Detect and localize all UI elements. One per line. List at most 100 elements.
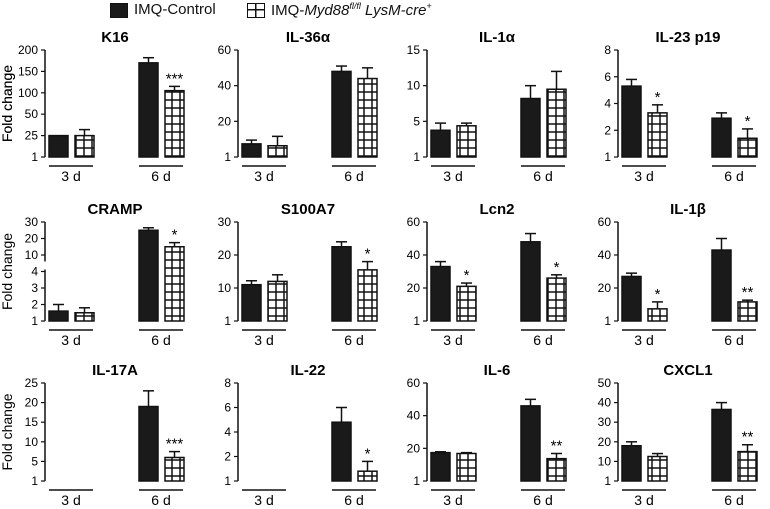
panel-title: IL-1α [479, 29, 516, 46]
y-tick-label: 1 [224, 314, 231, 328]
panel-title: IL-1β [670, 201, 706, 218]
y-axis-label: Fold change [0, 233, 15, 310]
legend-label-knockout: IMQ-Myd88fl/fl LysM-cre+ [271, 1, 432, 19]
significance-mark: * [172, 227, 178, 244]
y-tick-label: 30 [25, 215, 39, 229]
y-tick-label: 5 [31, 454, 38, 468]
y-tick-label: 25 [25, 129, 39, 143]
bar-control [138, 405, 159, 482]
bar-knockout [647, 308, 668, 322]
panel-cxcl1: CXCL1 1 10 20 30 40 50 3 d ** 6 d [598, 362, 758, 508]
bar-knockout [546, 277, 567, 322]
significance-mark: ** [742, 429, 754, 446]
bar-control [331, 246, 352, 322]
bar-control [430, 265, 451, 322]
y-tick-label: 10 [25, 435, 39, 449]
panel-s100a7: S100A7 1 10 20 30 3 d * 6 d [218, 201, 378, 348]
bar-knockout [164, 246, 185, 322]
y-tick-label: 2 [31, 298, 38, 312]
legend-swatch-knockout [247, 3, 265, 18]
bar-knockout [164, 89, 185, 158]
bar-knockout [456, 125, 477, 158]
bar-knockout [164, 456, 185, 482]
panel-title: CRAMP [88, 201, 143, 218]
bar-control [621, 85, 642, 158]
y-tick-label: 20 [598, 435, 612, 449]
bar-control [241, 283, 262, 322]
x-tick-label: 3 d [254, 332, 273, 348]
y-tick-label: 2 [604, 123, 611, 137]
y-tick-label: 50 [598, 376, 612, 390]
y-tick-label: 1 [413, 150, 420, 164]
y-tick-label: 6 [604, 70, 611, 84]
y-tick-label: 1 [604, 150, 611, 164]
panel-title: IL-17A [92, 362, 138, 379]
y-tick-label: 40 [598, 396, 612, 410]
panel-il-6: IL-6 1 20 40 60 3 d ** 6 d [407, 362, 567, 508]
y-axis-label: Fold change [0, 65, 15, 142]
bar-knockout [647, 112, 668, 158]
significance-mark: *** [166, 70, 184, 87]
x-tick-label: 6 d [533, 332, 552, 348]
bar-knockout [647, 455, 668, 482]
x-tick-label: 6 d [724, 332, 743, 348]
significance-mark: * [365, 445, 371, 462]
y-tick-label: 1 [604, 314, 611, 328]
bar-knockout [74, 134, 95, 158]
significance-mark: * [655, 89, 661, 106]
panel-title: K16 [101, 29, 129, 46]
y-tick-label: 30 [598, 415, 612, 429]
y-tick-label: 40 [598, 248, 612, 262]
panel-il-36-: IL-36α 1 20 40 60 3 d 6 d [218, 29, 378, 184]
panel-cramp: CRAMP Fold change 1 2 3 4 10 20 30 3 d * 6 d [0, 201, 185, 348]
y-tick-label: 8 [604, 43, 611, 57]
panel-il-22: IL-22 1 2 4 6 8 3 d * 6 d [224, 362, 378, 508]
y-tick-label: 1 [604, 474, 611, 488]
panel-title: IL-22 [290, 362, 325, 379]
legend-swatch-control [110, 3, 128, 18]
bar-knockout [74, 312, 95, 322]
bar-control [331, 421, 352, 482]
bar-knockout [357, 77, 378, 158]
y-tick-label: 15 [407, 43, 421, 57]
y-tick-label: 30 [218, 215, 232, 229]
x-tick-label: 6 d [344, 168, 363, 184]
y-tick-label: 10 [598, 454, 612, 468]
panel-il-1-: IL-1β 1 20 40 60 * 3 d ** 6 d [598, 201, 758, 348]
bar-control [138, 62, 159, 158]
y-tick-label: 1 [413, 314, 420, 328]
significance-mark: * [655, 286, 661, 303]
y-tick-label: 4 [604, 97, 611, 111]
x-tick-label: 6 d [533, 492, 552, 508]
x-tick-label: 6 d [533, 168, 552, 184]
y-tick-label: 10 [218, 281, 232, 295]
y-tick-label: 1 [224, 474, 231, 488]
bar-knockout [546, 457, 567, 482]
x-tick-label: 3 d [634, 332, 653, 348]
bar-control [430, 451, 451, 482]
y-tick-label: 1 [31, 474, 38, 488]
bar-knockout [737, 137, 758, 158]
bar-knockout [357, 470, 378, 482]
x-tick-label: 3 d [61, 332, 80, 348]
y-tick-label: 1 [224, 150, 231, 164]
x-tick-label: 3 d [61, 492, 80, 508]
x-tick-label: 6 d [151, 492, 170, 508]
y-tick-label: 4 [224, 425, 231, 439]
bar-knockout [456, 285, 477, 322]
bar-control [520, 405, 541, 482]
bar-knockout [546, 88, 567, 158]
y-tick-label: 60 [218, 43, 232, 57]
bar-control [621, 275, 642, 322]
y-tick-label: 40 [218, 79, 232, 93]
panel-title: IL-23 p19 [655, 29, 720, 46]
y-tick-label: 15 [25, 415, 39, 429]
y-tick-label: 60 [407, 376, 421, 390]
x-tick-label: 3 d [443, 332, 462, 348]
x-tick-label: 3 d [443, 492, 462, 508]
bar-control [48, 134, 69, 158]
y-axis-label: Fold change [0, 65, 15, 142]
bar-control [520, 241, 541, 322]
